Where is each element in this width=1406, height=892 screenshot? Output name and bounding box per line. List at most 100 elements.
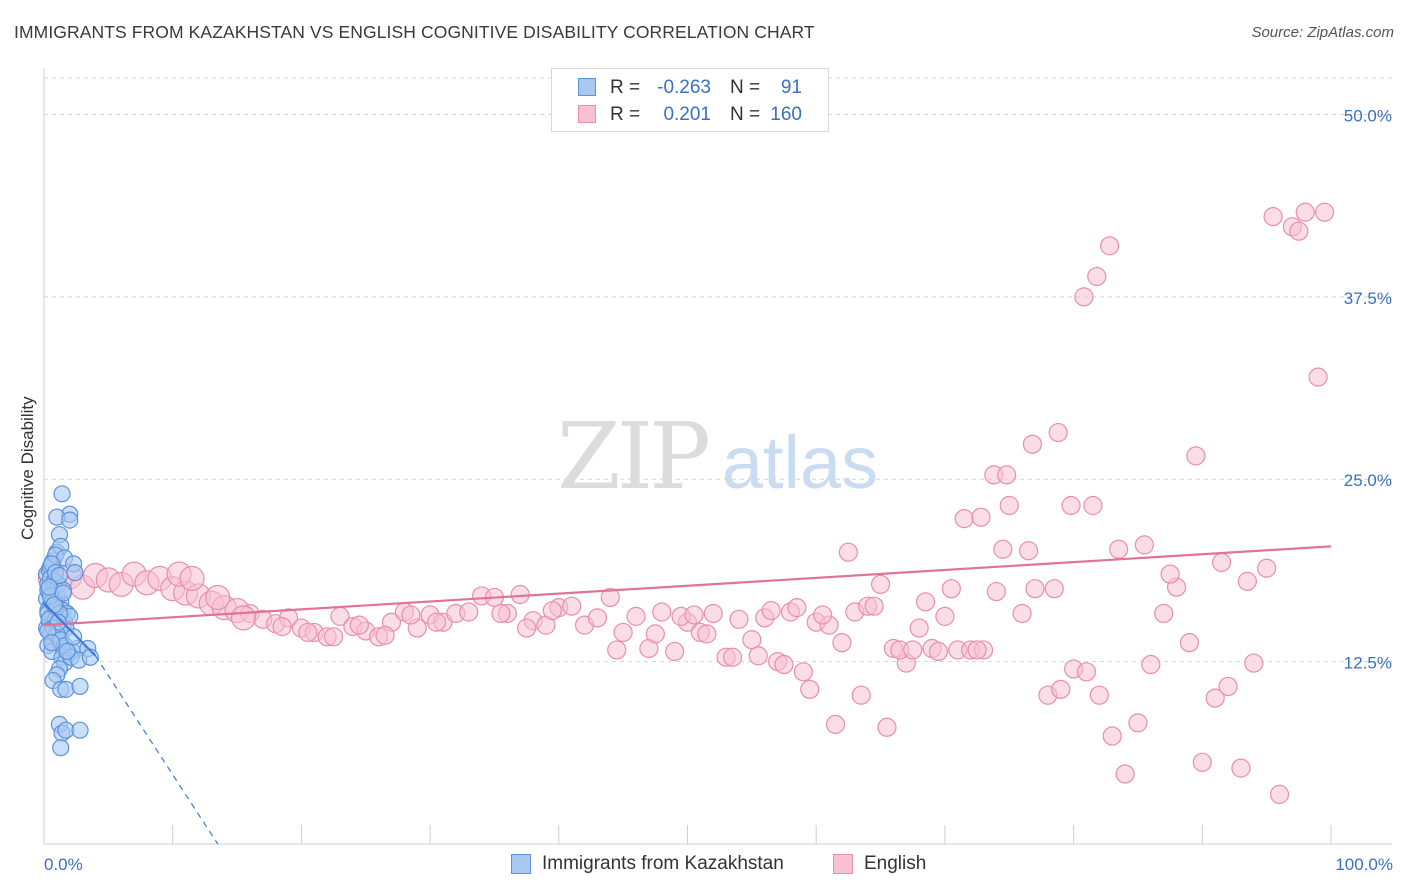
kazakhstan-point (43, 634, 61, 652)
english-point (401, 605, 421, 625)
english-point (600, 587, 620, 608)
grid-lines (44, 77, 1392, 663)
x-tick-label-max: 100.0% (1335, 855, 1393, 874)
english-point (986, 581, 1006, 602)
english-point (838, 542, 858, 562)
y-axis-label: Cognitive Disability (18, 396, 37, 540)
english-point (748, 646, 768, 666)
n-value: 91 (780, 77, 802, 98)
english-point (1025, 579, 1045, 599)
english-point (272, 617, 292, 637)
english-point (1205, 688, 1225, 708)
english-point (1012, 603, 1032, 624)
english-point (1109, 539, 1129, 559)
english-point (1263, 207, 1283, 227)
english-point (323, 627, 344, 647)
english-point (587, 608, 608, 628)
watermark-zip: ZIP (557, 403, 708, 510)
english-point (971, 507, 991, 527)
english-point (787, 598, 807, 618)
english-point (870, 574, 891, 594)
english-point (205, 584, 231, 611)
english-point (1192, 752, 1212, 772)
kazakhstan-point (71, 721, 89, 739)
english-point (1044, 579, 1064, 599)
english-point (703, 603, 723, 624)
english-point (1022, 434, 1043, 454)
english-point (813, 605, 833, 625)
english-point (1237, 571, 1257, 591)
english-point (652, 602, 672, 622)
english-point (999, 495, 1019, 516)
kazakhstan-trend-extension (94, 655, 219, 845)
english-point (1083, 495, 1103, 516)
english-point (607, 640, 627, 660)
english-point (542, 600, 562, 621)
n-value: 160 (770, 104, 802, 125)
r-value: 0.201 (663, 104, 711, 125)
tick-labels: 12.5% 25.0% 37.5% 50.0% 0.0% 100.0% (44, 106, 1393, 874)
english-point (774, 654, 794, 675)
r-label: R = (610, 104, 641, 125)
kazakhstan-trend-line (43, 602, 97, 657)
english-point (1231, 758, 1251, 778)
english-point (665, 641, 685, 662)
legend-swatch-english (578, 105, 596, 123)
kazakhstan-point (66, 564, 84, 582)
english-trend-line (43, 545, 1332, 627)
english-point (1134, 535, 1154, 555)
trend-lines (43, 545, 1332, 845)
correlation-legend: R = -0.263 N = 91 R = 0.201 N = 160 (551, 68, 829, 132)
english-point (1089, 685, 1109, 705)
source-credit: Source: ZipAtlas.com (1251, 24, 1394, 41)
english-point (1061, 495, 1081, 516)
english-point (1308, 367, 1328, 387)
english-point (993, 539, 1013, 559)
kazakhstan-point (61, 511, 79, 529)
english-point (1087, 266, 1107, 287)
english-point (1074, 287, 1094, 307)
english-point (613, 622, 633, 643)
y-tick-label: 12.5% (1344, 654, 1392, 673)
kazakhstan-point (53, 485, 71, 503)
chart-title: IMMIGRANTS FROM KAZAKHSTAN VS ENGLISH CO… (14, 22, 815, 42)
english-point (1179, 633, 1200, 653)
kazakhstan-point (58, 642, 76, 661)
english-point (1212, 552, 1232, 573)
english-point (800, 679, 820, 699)
r-label: R = (610, 77, 641, 98)
legend-swatch-kazakhstan (578, 78, 596, 96)
english-point (179, 565, 205, 592)
english-point (1102, 726, 1122, 746)
english-point (1100, 236, 1120, 256)
english-point (1048, 422, 1068, 443)
legend-label-english: English (864, 853, 927, 874)
english-point (941, 579, 961, 599)
english-point (491, 603, 511, 624)
english-point (903, 640, 923, 660)
english-point (426, 612, 447, 632)
kazakhstan-point (54, 584, 72, 602)
english-point (729, 609, 749, 629)
english-point (1154, 603, 1174, 624)
english-point (510, 584, 530, 605)
english-point (722, 647, 743, 667)
n-label: N = (730, 104, 761, 125)
english-point (645, 624, 665, 644)
english-point (1257, 558, 1277, 578)
english-point (230, 605, 257, 631)
n-label: N = (730, 77, 761, 98)
english-point (851, 685, 871, 705)
english-point (832, 633, 852, 653)
english-point (562, 596, 582, 616)
y-tick-label: 50.0% (1344, 106, 1392, 125)
kazakhstan-points (37, 485, 99, 757)
r-value: -0.263 (657, 77, 711, 98)
english-point (1128, 713, 1148, 733)
english-point (459, 602, 479, 622)
english-point (626, 606, 646, 626)
english-point (1314, 202, 1335, 222)
english-point (954, 509, 974, 529)
english-point (1160, 564, 1180, 584)
